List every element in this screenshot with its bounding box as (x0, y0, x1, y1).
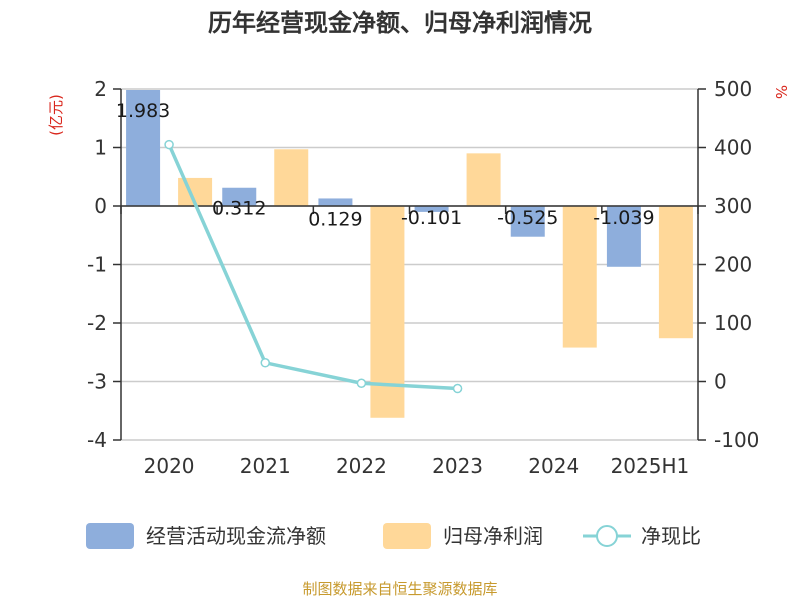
ratio-point-2023 (452, 383, 463, 394)
right-axis-ticks: 500 400 300 200 100 0 -100 (697, 77, 759, 452)
ratio-point-2022 (356, 378, 367, 389)
bar-cashflow-2025H1 (606, 206, 641, 267)
bar-cashflow-2024 (510, 206, 545, 237)
legend: 经营活动现金流净额 归母净利润 净现比 (86, 523, 701, 549)
legend-item-cashflow[interactable]: 经营活动现金流净额 (86, 523, 326, 549)
data-label-cashflow: 1.983 (116, 100, 170, 122)
right-tick-label: 400 (714, 136, 752, 160)
left-axis-ticks: 2 1 0 -1 -2 -3 -4 (87, 77, 122, 452)
source-note: 制图数据来自恒生聚源数据库 (302, 580, 497, 598)
left-axis-unit: (亿元) (47, 94, 65, 136)
ratio-point-2020 (164, 139, 174, 150)
bar-cashflow-2020 (126, 89, 161, 206)
right-axis-unit: % (772, 85, 790, 99)
right-tick-label: 300 (714, 194, 752, 218)
left-tick-label: -3 (87, 370, 107, 394)
bar-profit-2024 (562, 206, 597, 348)
x-tick-label: 2021 (240, 454, 291, 478)
bar-profit-2023 (466, 153, 501, 206)
ratio-line-path (167, 143, 458, 391)
data-label-cashflow: -0.525 (497, 207, 558, 229)
bar-cashflow-2022 (318, 198, 353, 206)
legend-label-ratio: 净现比 (641, 524, 701, 548)
ratio-line (164, 139, 463, 394)
bars (126, 89, 693, 418)
bar-profit-2021 (274, 149, 309, 206)
x-axis-ticks: 2020 2021 2022 2023 2024 2025H1 (120, 205, 699, 478)
ratio-point-2021 (260, 358, 270, 368)
left-tick-label: 2 (94, 77, 107, 101)
data-label-cashflow: 0.312 (212, 198, 266, 220)
right-tick-label: 500 (714, 77, 752, 101)
legend-swatch-cashflow (86, 523, 134, 549)
right-tick-label: -100 (714, 428, 759, 452)
right-tick-label: 0 (714, 370, 727, 394)
legend-item-profit[interactable]: 归母净利润 (383, 523, 543, 549)
bar-profit-2025H1 (658, 206, 693, 339)
bar-cashflow-2021 (222, 187, 257, 206)
x-tick-label: 2022 (336, 454, 387, 478)
legend-swatch-ratio-marker (596, 525, 618, 547)
x-tick-label: 2024 (528, 454, 579, 478)
legend-item-ratio[interactable]: 净现比 (583, 524, 701, 548)
right-tick-label: 200 (714, 253, 752, 277)
legend-label-profit: 归母净利润 (443, 524, 543, 548)
chart-title: 历年经营现金净额、归母净利润情况 (208, 9, 592, 37)
left-tick-label: 1 (94, 136, 107, 160)
legend-label-cashflow: 经营活动现金流净额 (146, 524, 326, 548)
left-tick-label: -2 (87, 311, 107, 335)
x-tick-label: 2023 (432, 454, 483, 478)
data-label-cashflow: 0.129 (308, 208, 362, 230)
data-label-cashflow: -1.039 (593, 207, 654, 229)
x-tick-label: 2025H1 (611, 454, 690, 478)
legend-swatch-profit (383, 523, 431, 549)
left-tick-label: -4 (87, 428, 107, 452)
data-labels: 1.983 0.312 0.129 -0.101 -0.525 -1.039 (116, 100, 655, 230)
x-tick-label: 2020 (144, 454, 195, 478)
left-tick-label: 0 (94, 194, 107, 218)
data-label-cashflow: -0.101 (401, 207, 462, 229)
left-tick-label: -1 (87, 253, 107, 277)
right-tick-label: 100 (714, 311, 752, 335)
bar-cashflow-2023 (414, 206, 449, 212)
